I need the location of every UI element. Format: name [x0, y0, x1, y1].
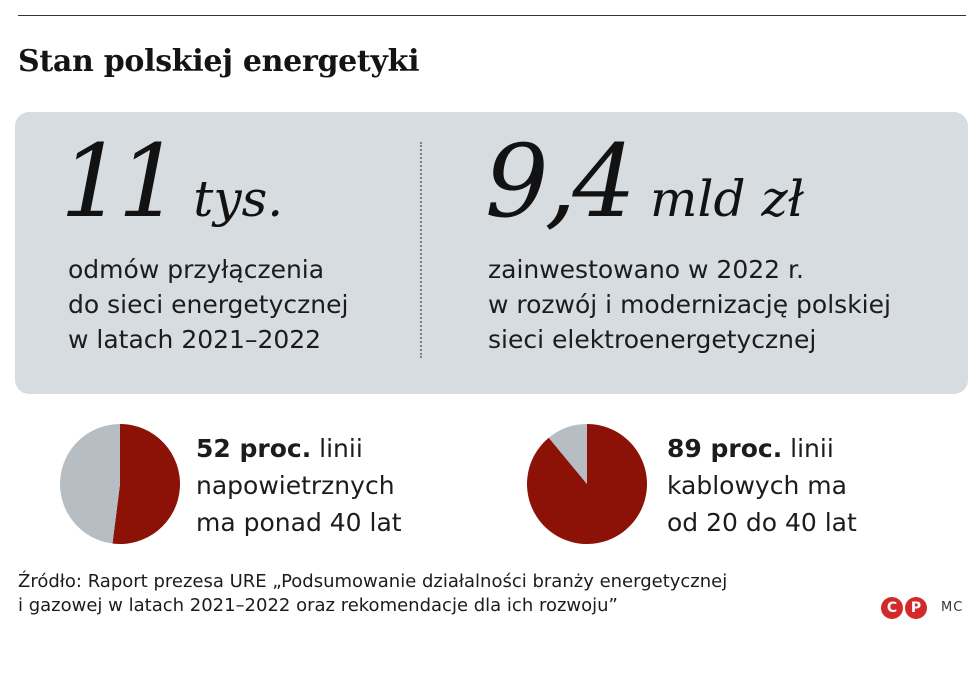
source-note: Źródło: Raport prezesa URE „Podsumowanie…: [18, 570, 727, 618]
author-credit: MC: [941, 600, 964, 615]
stats-panel: [15, 112, 968, 394]
pie-caption-value: 52 proc.: [196, 434, 312, 463]
top-rule: [18, 15, 966, 16]
pie-chart-cable-lines: [527, 424, 647, 544]
stat-investment-description: zainwestowano w 2022 r. w rozwój i moder…: [488, 252, 891, 357]
pie-caption-overhead-lines: 52 proc. linii napowietrznych ma ponad 4…: [196, 430, 402, 541]
stat-rejections-unit: tys.: [193, 170, 284, 228]
stat-rejections-line: do sieci energetycznej: [68, 290, 349, 319]
stat-rejections-line: w latach 2021–2022: [68, 325, 322, 354]
stat-investment-line: w rozwój i modernizację polskiej: [488, 290, 891, 319]
stat-investment-unit: mld zł: [650, 170, 804, 228]
pie-slice-remainder: [59, 424, 120, 544]
stat-investment: 9,4 mld zł zainwestowano w 2022 r. w roz…: [485, 132, 891, 357]
pie-caption-line: ma ponad 40 lat: [196, 508, 402, 537]
stat-rejections: 11 tys. odmów przyłączenia do sieci ener…: [60, 132, 348, 357]
stat-rejections-number: 11: [60, 123, 181, 240]
pie-slice-remainder: [548, 424, 587, 484]
stat-investment-value: 9,4 mld zł: [485, 132, 891, 232]
publisher-logo: C P: [881, 597, 927, 619]
stats-divider: [420, 142, 422, 358]
pie-caption-line: napowietrznych: [196, 471, 395, 500]
stat-investment-line: zainwestowano w 2022 r.: [488, 255, 804, 284]
pie-caption-line: od 20 do 40 lat: [667, 508, 857, 537]
stat-investment-line: sieci elektroenergetycznej: [488, 325, 817, 354]
pie-chart-overhead-lines: [59, 424, 180, 544]
stat-investment-number: 9,4: [485, 123, 636, 240]
infographic-title: Stan polskiej energetyki: [18, 44, 420, 79]
source-line: Źródło: Raport prezesa URE „Podsumowanie…: [18, 571, 728, 592]
pie-caption-value: 89 proc.: [667, 434, 783, 463]
stat-rejections-description: odmów przyłączenia do sieci energetyczne…: [68, 252, 348, 357]
source-line: i gazowej w latach 2021–2022 oraz rekome…: [18, 595, 618, 616]
logo-c-icon: C: [881, 597, 903, 619]
stat-rejections-value: 11 tys.: [60, 132, 348, 232]
pie-slice-highlight: [112, 424, 180, 544]
pie-caption-cable-lines: 89 proc. linii kablowych ma od 20 do 40 …: [667, 430, 857, 541]
pie-caption-line: linii: [782, 434, 834, 463]
stat-rejections-line: odmów przyłączenia: [68, 255, 325, 284]
logo-p-icon: P: [905, 597, 927, 619]
pie-caption-line: kablowych ma: [667, 471, 847, 500]
pie-caption-line: linii: [311, 434, 363, 463]
